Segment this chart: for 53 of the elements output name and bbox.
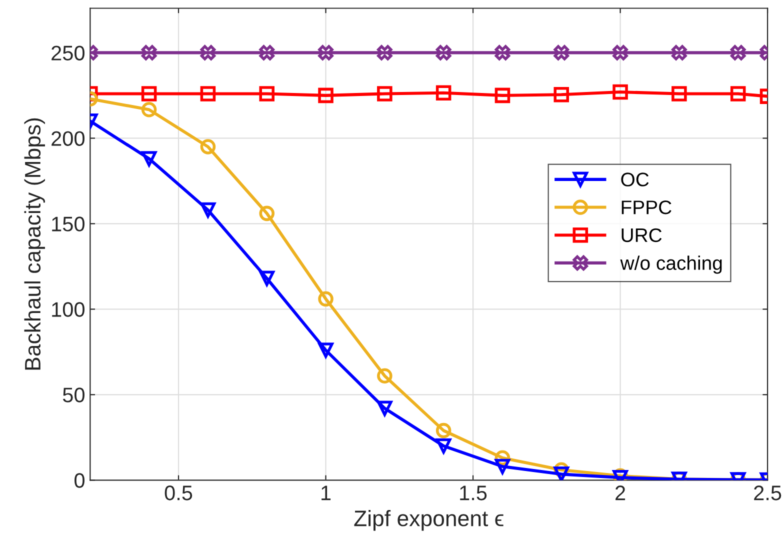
y-tick-label: 100 [52, 302, 84, 317]
point [436, 85, 452, 101]
point [141, 102, 157, 118]
x-tick-label: 1 [322, 486, 331, 500]
point [200, 45, 216, 60]
point [377, 400, 392, 416]
point [436, 422, 452, 438]
point [494, 88, 510, 104]
point [141, 86, 157, 102]
y-tick-label: 50 [62, 388, 84, 402]
point [612, 45, 628, 60]
x-tick-label: 1.5 [460, 486, 487, 500]
y-tick-label: 250 [52, 46, 84, 60]
point [554, 86, 570, 102]
point [554, 45, 570, 60]
x-tick-label: 2.5 [754, 486, 782, 500]
point [494, 45, 510, 60]
point [612, 84, 628, 100]
point [259, 86, 275, 102]
legend-label: FPPC [622, 200, 672, 214]
point [259, 206, 275, 222]
y-tick-label: 150 [52, 216, 84, 232]
point [318, 88, 334, 104]
point [200, 139, 216, 154]
legend-label: URC [622, 228, 662, 242]
point [318, 342, 334, 358]
point [436, 45, 452, 60]
legend-label: OC [621, 172, 649, 186]
point [259, 45, 275, 60]
point [200, 202, 216, 218]
point [318, 291, 334, 307]
x-tick-label: 0.5 [164, 486, 192, 500]
point [377, 86, 392, 102]
point [672, 86, 687, 102]
point [730, 45, 746, 60]
point [436, 438, 452, 454]
point [730, 86, 746, 102]
x-tick-label: 2 [616, 486, 626, 500]
point [554, 466, 570, 480]
point [259, 270, 275, 286]
point [377, 368, 392, 384]
point [672, 45, 687, 60]
point [200, 86, 216, 102]
point [318, 45, 334, 60]
x-axis-title: Zipf exponent ϵ [354, 510, 504, 531]
point [377, 45, 392, 60]
point [141, 45, 157, 60]
point [141, 151, 157, 166]
y-tick-label: 0 [74, 473, 84, 488]
legend-label: w/o caching [620, 256, 722, 274]
point [494, 458, 510, 474]
y-axis-title: Backhaul capacity (Mbps) [24, 118, 45, 370]
y-tick-label: 200 [52, 131, 84, 146]
